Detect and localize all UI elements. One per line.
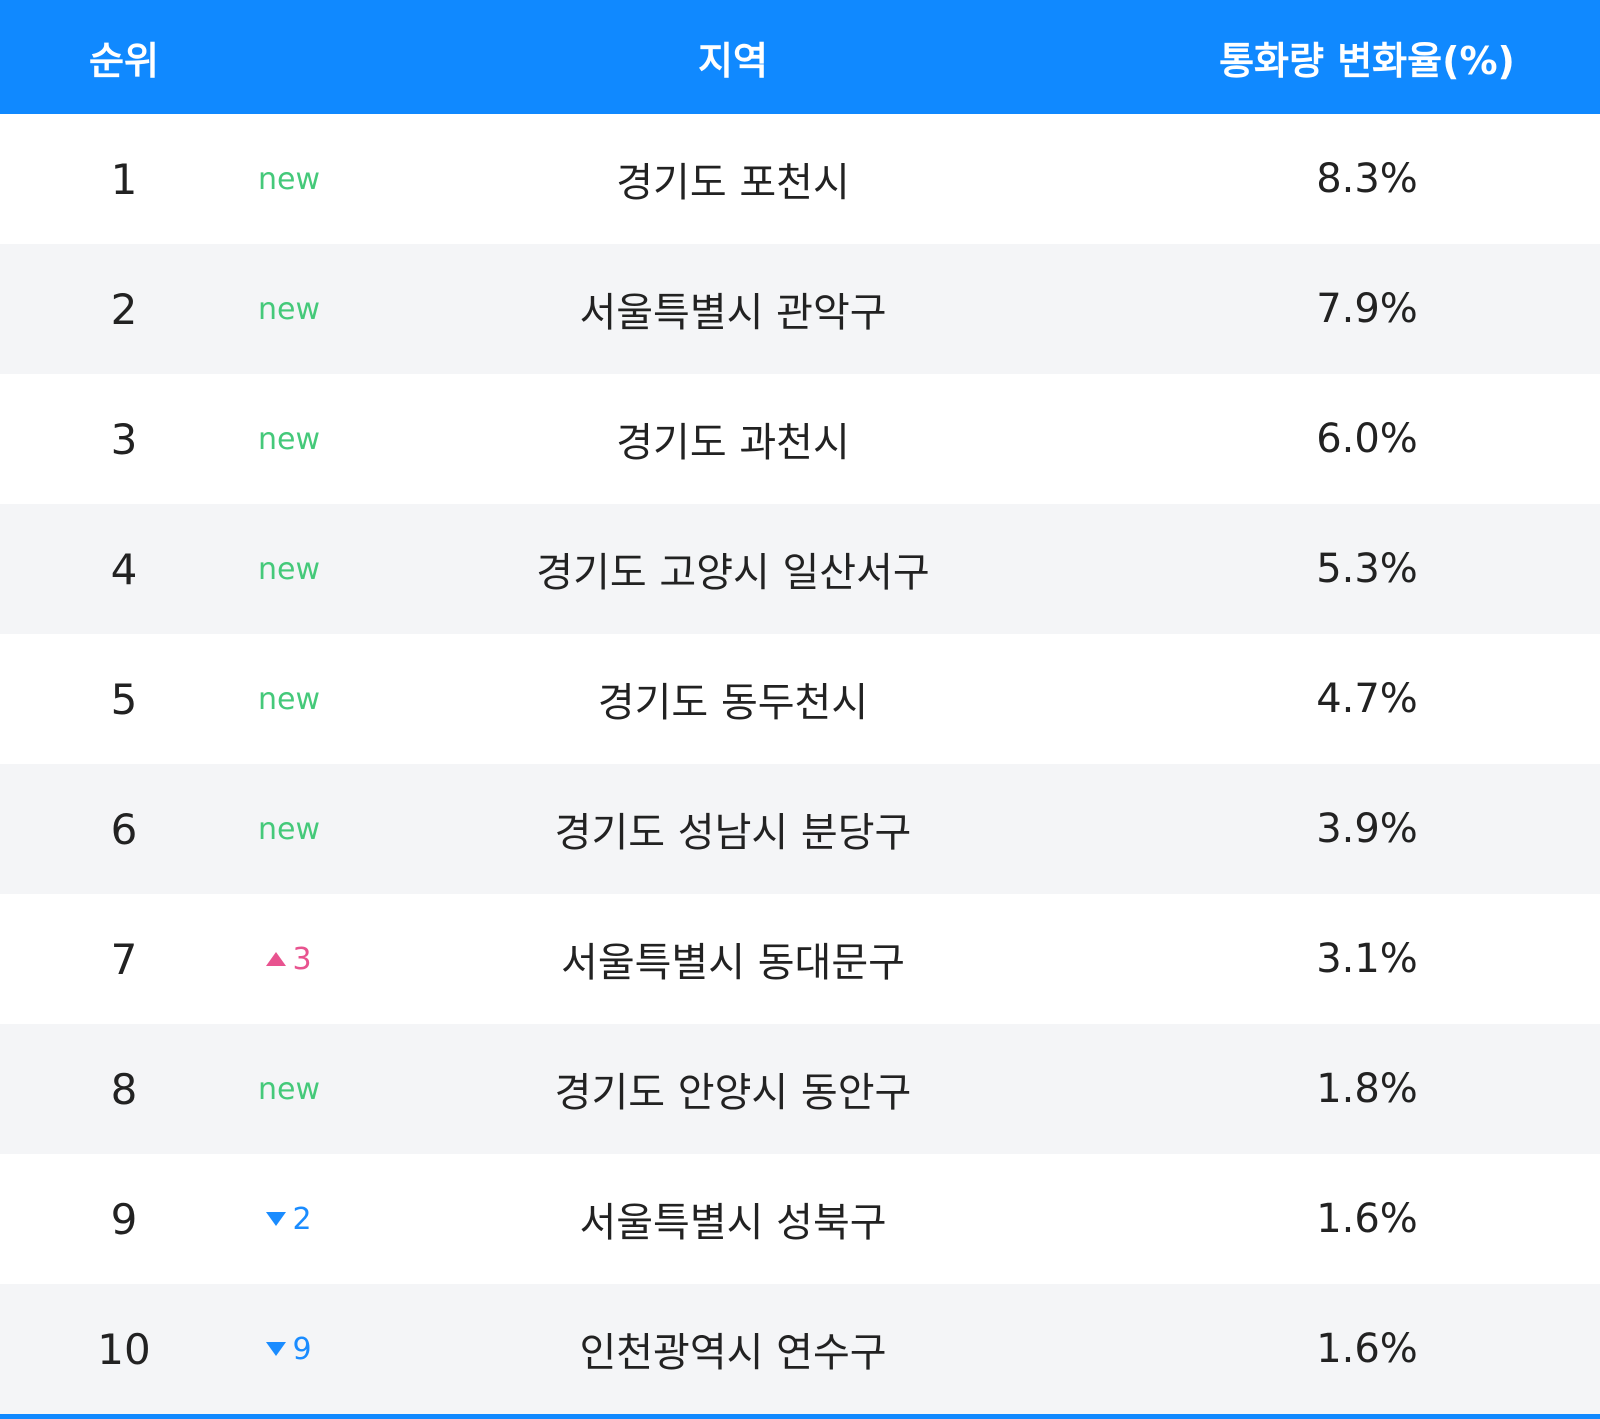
rank: 10 (97, 1324, 151, 1374)
table-row: 5 new 경기도 동두천시 4.7% (0, 634, 1600, 764)
region: 인천광역시 연수구 (579, 1330, 887, 1376)
rank-change: new (257, 811, 320, 847)
rank: 3 (110, 414, 138, 464)
table-header: 순위 지역 통화량 변화율(%) (0, 0, 1600, 114)
region: 경기도 과천시 (616, 420, 850, 466)
rank-change: new (257, 551, 320, 587)
rank-change: new (257, 1071, 320, 1107)
rank: 9 (110, 1194, 138, 1244)
rank: 2 (110, 284, 138, 334)
table-row: 6 new 경기도 성남시 분당구 3.9% (0, 764, 1600, 894)
change-rate: 4.7% (1316, 676, 1418, 722)
rank-change: new (257, 291, 320, 327)
change-rate: 5.3% (1316, 546, 1418, 592)
region: 경기도 안양시 동안구 (554, 1070, 912, 1116)
table-row: 4 new 경기도 고양시 일산서구 5.3% (0, 504, 1600, 634)
table-row: 9 2 서울특별시 성북구 1.6% (0, 1154, 1600, 1284)
table-row: 3 new 경기도 과천시 6.0% (0, 374, 1600, 504)
rank: 1 (110, 154, 138, 204)
region: 경기도 포천시 (616, 160, 850, 206)
rank: 4 (110, 544, 138, 594)
rank: 6 (110, 804, 138, 854)
change-rate: 8.3% (1316, 156, 1418, 202)
region: 서울특별시 관악구 (579, 290, 887, 336)
rank: 8 (110, 1064, 138, 1114)
rank-change: new (257, 421, 320, 457)
change-rate: 6.0% (1316, 416, 1418, 462)
table-row: 7 3 서울특별시 동대문구 3.1% (0, 894, 1600, 1024)
rank: 5 (110, 674, 138, 724)
trend-icon (266, 952, 287, 966)
change-rate: 3.9% (1316, 806, 1418, 852)
region: 경기도 동두천시 (597, 680, 869, 726)
table-row: 1 new 경기도 포천시 8.3% (0, 114, 1600, 244)
change-rate: 3.1% (1316, 936, 1418, 982)
rank-change: new (257, 161, 320, 197)
rank-change: new (257, 681, 320, 717)
region: 경기도 성남시 분당구 (554, 810, 912, 856)
change-rate: 7.9% (1316, 286, 1418, 332)
change-rate: 1.8% (1316, 1066, 1418, 1112)
region: 서울특별시 성북구 (579, 1200, 887, 1246)
change-amount: 9 (292, 1331, 312, 1367)
trend-icon (266, 1212, 287, 1226)
header-cell: 지역 (698, 38, 768, 83)
table-row: 2 new 서울특별시 관악구 7.9% (0, 244, 1600, 374)
trend-icon (266, 1342, 287, 1356)
rank-change: 2 (209, 1154, 369, 1284)
header-cell: 통화량 변화율(%) (1219, 38, 1515, 83)
rank: 7 (110, 934, 138, 984)
region: 서울특별시 동대문구 (561, 940, 905, 986)
table-row: 8 new 경기도 안양시 동안구 1.8% (0, 1024, 1600, 1154)
change-amount: 3 (292, 941, 312, 977)
change-amount: 2 (292, 1201, 312, 1237)
change-rate: 1.6% (1316, 1196, 1418, 1242)
header-cell: 순위 (89, 38, 159, 83)
region: 경기도 고양시 일산서구 (536, 550, 930, 596)
rank-change: 9 (209, 1284, 369, 1414)
rank-change: 3 (209, 894, 369, 1024)
table-row: 10 9 인천광역시 연수구 1.6% (0, 1284, 1600, 1414)
change-rate: 1.6% (1316, 1326, 1418, 1372)
